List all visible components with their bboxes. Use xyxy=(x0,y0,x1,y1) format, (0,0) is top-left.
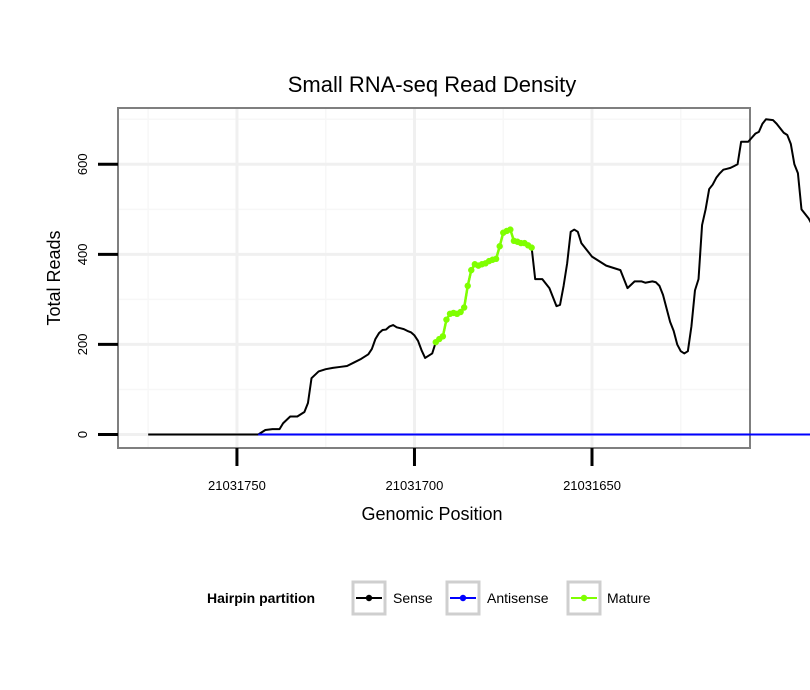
legend-label: Sense xyxy=(393,590,433,606)
mature-point xyxy=(468,266,475,274)
y-tick-label: 400 xyxy=(75,244,90,266)
plot-panel-border xyxy=(117,107,751,449)
mature-point xyxy=(492,255,500,263)
axis-ticks: 21031750 21031700 21031650 0 200 400 600 xyxy=(75,153,621,493)
legend-key-point xyxy=(580,594,588,602)
mature-markers xyxy=(432,226,535,346)
series-line-mature xyxy=(434,228,533,344)
mature-point xyxy=(528,244,535,251)
mature-point xyxy=(496,243,503,250)
mature-point xyxy=(443,316,450,323)
legend-key-point xyxy=(365,594,373,602)
x-tick-label: 21031750 xyxy=(208,478,266,493)
mature-point xyxy=(507,226,514,233)
y-tick-label: 200 xyxy=(75,334,90,356)
y-tick-label: 600 xyxy=(75,153,90,175)
x-axis-label: Genomic Position xyxy=(361,504,502,524)
legend-item-sense: Sense xyxy=(351,580,433,616)
legend-item-antisense: Antisense xyxy=(445,580,549,616)
y-tick-label: 0 xyxy=(75,431,90,438)
y-axis-label: Total Reads xyxy=(44,230,64,325)
mature-point xyxy=(460,304,468,311)
x-tick-label: 21031650 xyxy=(563,478,621,493)
mature-point xyxy=(457,308,464,316)
grid xyxy=(118,108,750,448)
legend: Hairpin partition Sense Antisense Mature xyxy=(207,580,651,616)
mature-point xyxy=(439,333,447,340)
chart-title: Small RNA-seq Read Density xyxy=(288,72,577,97)
legend-label: Antisense xyxy=(487,590,549,606)
series-lines xyxy=(148,118,810,436)
series-line-sense xyxy=(148,118,810,436)
mature-point xyxy=(464,282,471,290)
legend-key-point xyxy=(459,594,467,602)
x-tick-label: 21031700 xyxy=(386,478,444,493)
legend-item-mature: Mature xyxy=(566,580,651,616)
legend-title: Hairpin partition xyxy=(207,590,315,606)
legend-label: Mature xyxy=(607,590,651,606)
